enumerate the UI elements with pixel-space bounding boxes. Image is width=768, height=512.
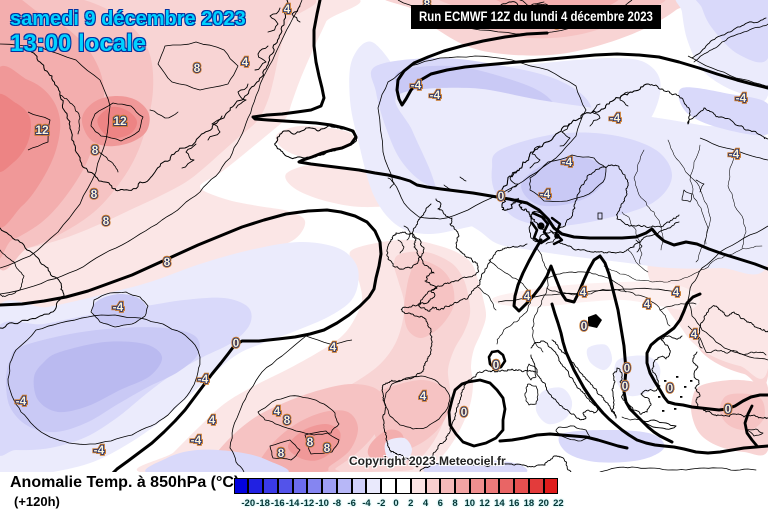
svg-text:4: 4: [209, 413, 216, 427]
svg-text:-4: -4: [540, 187, 551, 201]
svg-text:4: 4: [673, 285, 680, 299]
svg-text:8: 8: [324, 441, 331, 455]
svg-text:-4: -4: [411, 78, 422, 92]
svg-text:4: 4: [673, 285, 680, 299]
svg-text:-4: -4: [16, 394, 27, 408]
svg-text:-4: -4: [411, 78, 422, 92]
svg-text:0: 0: [624, 361, 631, 375]
svg-text:-4: -4: [198, 372, 209, 386]
svg-text:-4: -4: [191, 433, 202, 447]
svg-text:8: 8: [164, 255, 171, 269]
svg-text:0: 0: [493, 358, 500, 372]
svg-text:0: 0: [622, 379, 629, 393]
svg-text:-4: -4: [736, 91, 747, 105]
svg-text:-4: -4: [610, 111, 621, 125]
svg-text:0: 0: [624, 361, 631, 375]
svg-text:-4: -4: [430, 88, 441, 102]
svg-text:12: 12: [113, 114, 127, 128]
svg-text:0: 0: [667, 381, 674, 395]
svg-text:12: 12: [113, 114, 127, 128]
svg-text:0: 0: [581, 319, 588, 333]
svg-text:0: 0: [725, 402, 732, 416]
svg-text:-4: -4: [430, 88, 441, 102]
svg-text:8: 8: [284, 413, 291, 427]
svg-text:8: 8: [194, 61, 201, 75]
svg-text:8: 8: [92, 143, 99, 157]
svg-text:-4: -4: [562, 155, 573, 169]
svg-text:8: 8: [278, 446, 285, 460]
svg-text:4: 4: [330, 340, 337, 354]
svg-text:0: 0: [498, 189, 505, 203]
svg-text:-4: -4: [736, 91, 747, 105]
svg-text:4: 4: [209, 413, 216, 427]
svg-text:0: 0: [233, 336, 240, 350]
svg-text:4: 4: [580, 285, 587, 299]
svg-text:4: 4: [420, 389, 427, 403]
svg-text:4: 4: [284, 2, 291, 16]
svg-text:-4: -4: [610, 111, 621, 125]
svg-text:-4: -4: [113, 300, 124, 314]
svg-text:-4: -4: [729, 147, 740, 161]
svg-text:4: 4: [524, 289, 531, 303]
svg-text:4: 4: [644, 297, 651, 311]
svg-text:4: 4: [691, 327, 698, 341]
svg-text:4: 4: [330, 340, 337, 354]
svg-text:4: 4: [274, 404, 281, 418]
svg-text:8: 8: [324, 441, 331, 455]
svg-text:8: 8: [164, 255, 171, 269]
svg-text:0: 0: [667, 381, 674, 395]
svg-text:0: 0: [461, 405, 468, 419]
svg-text:12: 12: [35, 123, 49, 137]
svg-text:0: 0: [493, 358, 500, 372]
svg-text:-4: -4: [94, 443, 105, 457]
svg-text:-4: -4: [94, 443, 105, 457]
svg-text:4: 4: [284, 2, 291, 16]
svg-text:8: 8: [91, 187, 98, 201]
svg-text:8: 8: [103, 214, 110, 228]
svg-text:4: 4: [242, 55, 249, 69]
svg-text:8: 8: [103, 214, 110, 228]
svg-text:-4: -4: [16, 394, 27, 408]
svg-text:4: 4: [420, 389, 427, 403]
svg-text:8: 8: [92, 143, 99, 157]
svg-text:8: 8: [91, 187, 98, 201]
svg-text:8: 8: [194, 61, 201, 75]
svg-text:8: 8: [307, 435, 314, 449]
svg-text:0: 0: [233, 336, 240, 350]
svg-text:4: 4: [274, 404, 281, 418]
svg-text:0: 0: [581, 319, 588, 333]
svg-text:4: 4: [580, 285, 587, 299]
svg-text:-4: -4: [729, 147, 740, 161]
svg-text:0: 0: [622, 379, 629, 393]
svg-text:0: 0: [461, 405, 468, 419]
svg-text:-4: -4: [540, 187, 551, 201]
svg-text:0: 0: [498, 189, 505, 203]
svg-text:8: 8: [278, 446, 285, 460]
svg-text:4: 4: [242, 55, 249, 69]
svg-text:-4: -4: [191, 433, 202, 447]
svg-text:4: 4: [644, 297, 651, 311]
svg-text:8: 8: [307, 435, 314, 449]
svg-text:-4: -4: [562, 155, 573, 169]
svg-text:4: 4: [691, 327, 698, 341]
svg-text:8: 8: [284, 413, 291, 427]
svg-text:0: 0: [725, 402, 732, 416]
svg-text:-4: -4: [198, 372, 209, 386]
svg-text:4: 4: [524, 289, 531, 303]
svg-text:-4: -4: [113, 300, 124, 314]
svg-text:12: 12: [35, 123, 49, 137]
